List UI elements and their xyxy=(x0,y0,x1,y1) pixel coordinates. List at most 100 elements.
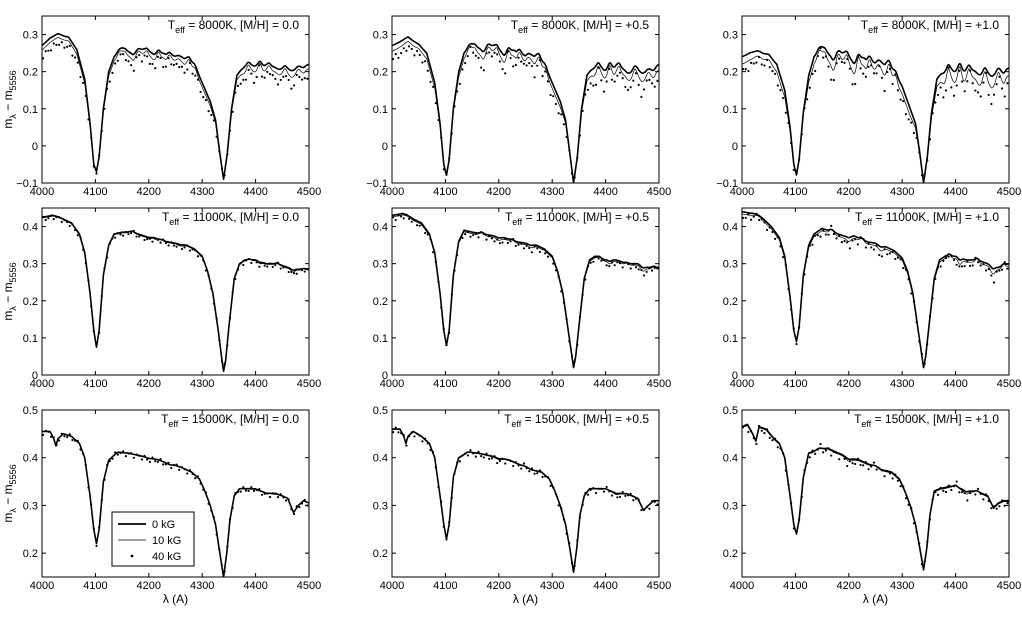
data-point xyxy=(624,494,627,497)
data-point xyxy=(162,238,165,241)
data-point xyxy=(92,527,95,530)
data-point xyxy=(60,41,63,44)
data-point xyxy=(613,264,616,267)
data-point xyxy=(453,472,456,475)
data-point xyxy=(830,78,833,81)
data-point xyxy=(82,81,85,84)
data-point xyxy=(950,488,953,492)
data-point xyxy=(469,449,472,452)
data-point xyxy=(512,464,515,468)
data-point xyxy=(111,71,114,74)
data-point xyxy=(798,518,801,521)
data-point xyxy=(456,461,459,464)
data-point xyxy=(795,530,798,533)
data-point xyxy=(554,493,558,496)
data-point xyxy=(284,499,288,502)
x-tick-label: 4000 xyxy=(730,378,754,390)
data-point xyxy=(191,472,194,476)
data-point xyxy=(274,263,277,267)
data-point xyxy=(560,113,563,116)
data-point xyxy=(405,49,408,52)
data-point xyxy=(814,452,817,455)
data-point xyxy=(987,267,990,271)
data-point xyxy=(167,244,170,247)
data-point xyxy=(963,264,966,268)
data-point xyxy=(498,60,501,63)
data-point xyxy=(984,72,988,75)
data-point xyxy=(223,362,226,365)
data-point xyxy=(760,63,763,66)
data-point xyxy=(132,229,135,233)
data-point xyxy=(960,490,964,494)
data-point xyxy=(918,340,921,343)
y-tick-label: 0.2 xyxy=(723,548,738,560)
data-point xyxy=(191,248,194,251)
data-point xyxy=(790,502,793,505)
data-point xyxy=(55,216,58,219)
data-point xyxy=(816,54,819,58)
data-point xyxy=(424,437,427,440)
data-point xyxy=(840,60,843,64)
data-point xyxy=(306,77,309,80)
data-point xyxy=(252,259,256,262)
y-tick-label: 0.4 xyxy=(723,453,738,465)
data-point xyxy=(987,93,990,97)
data-point xyxy=(488,51,491,54)
x-tick-label: 4300 xyxy=(540,580,564,592)
data-point xyxy=(987,499,990,503)
data-point xyxy=(266,492,269,495)
data-point xyxy=(562,301,566,304)
data-point xyxy=(589,261,592,264)
data-point xyxy=(824,55,827,58)
data-point xyxy=(990,102,993,106)
y-tick-label: 0.3 xyxy=(23,500,38,512)
data-point xyxy=(228,518,232,521)
data-point xyxy=(279,78,282,82)
data-point xyxy=(624,85,627,89)
data-point xyxy=(827,447,830,450)
data-point xyxy=(474,455,477,458)
data-point xyxy=(525,244,528,247)
data-point xyxy=(982,498,985,501)
data-point xyxy=(950,86,953,89)
data-point xyxy=(180,466,184,469)
y-axis-label: mλ − m5556 xyxy=(1,464,18,522)
data-point xyxy=(648,78,651,81)
data-point xyxy=(576,343,579,346)
y-tick-label: 0.3 xyxy=(723,30,738,42)
data-point xyxy=(1003,95,1006,98)
data-point xyxy=(749,218,753,221)
data-point xyxy=(533,76,536,79)
data-point xyxy=(952,258,956,262)
data-point xyxy=(493,51,496,54)
data-point xyxy=(116,453,119,456)
data-point xyxy=(867,242,870,245)
data-point xyxy=(407,435,411,438)
data-point xyxy=(274,492,277,495)
data-point xyxy=(164,242,167,245)
y-tick-label: 0.2 xyxy=(373,67,388,79)
y-tick-label: −0.1 xyxy=(716,178,738,190)
legend-label: 40 kG xyxy=(152,551,181,563)
data-point xyxy=(530,64,534,68)
data-point xyxy=(915,136,918,139)
data-point xyxy=(886,253,889,256)
data-point xyxy=(648,266,651,270)
data-point xyxy=(167,57,170,60)
data-point xyxy=(90,503,93,506)
data-point xyxy=(247,489,250,493)
data-point xyxy=(506,50,509,53)
data-point xyxy=(792,327,795,330)
data-point xyxy=(298,268,301,271)
data-point xyxy=(108,242,111,245)
data-point xyxy=(490,237,493,240)
data-point xyxy=(960,265,964,268)
data-point xyxy=(284,266,288,269)
data-point xyxy=(616,74,619,77)
data-point xyxy=(282,75,285,78)
data-point xyxy=(162,65,165,69)
data-point xyxy=(42,215,45,218)
data-point xyxy=(239,262,242,265)
data-point xyxy=(584,491,587,495)
x-axis-label: λ (A) xyxy=(863,592,888,606)
